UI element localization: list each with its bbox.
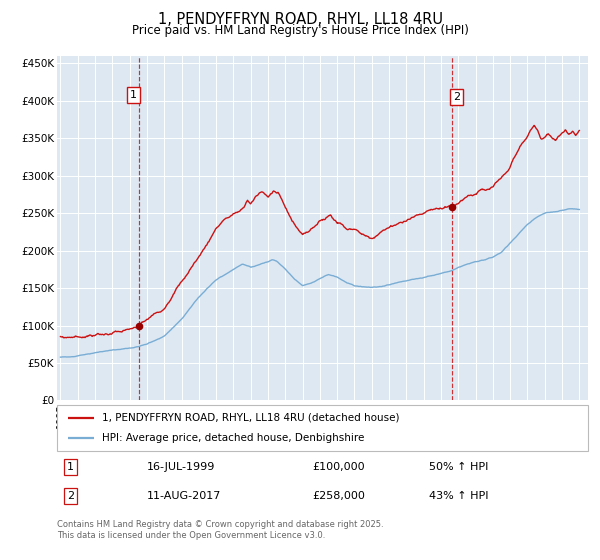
Text: 1, PENDYFFRYN ROAD, RHYL, LL18 4RU: 1, PENDYFFRYN ROAD, RHYL, LL18 4RU [157, 12, 443, 27]
Text: 2: 2 [453, 92, 460, 102]
Text: HPI: Average price, detached house, Denbighshire: HPI: Average price, detached house, Denb… [102, 433, 365, 443]
Text: 43% ↑ HPI: 43% ↑ HPI [428, 491, 488, 501]
Text: Contains HM Land Registry data © Crown copyright and database right 2025.
This d: Contains HM Land Registry data © Crown c… [57, 520, 383, 540]
Text: £100,000: £100,000 [312, 462, 365, 472]
Text: Price paid vs. HM Land Registry's House Price Index (HPI): Price paid vs. HM Land Registry's House … [131, 24, 469, 36]
Text: 16-JUL-1999: 16-JUL-1999 [147, 462, 215, 472]
Text: £258,000: £258,000 [312, 491, 365, 501]
Text: 11-AUG-2017: 11-AUG-2017 [147, 491, 221, 501]
Text: 1: 1 [67, 462, 74, 472]
Text: 50% ↑ HPI: 50% ↑ HPI [428, 462, 488, 472]
Text: 1, PENDYFFRYN ROAD, RHYL, LL18 4RU (detached house): 1, PENDYFFRYN ROAD, RHYL, LL18 4RU (deta… [102, 413, 400, 423]
FancyBboxPatch shape [57, 405, 588, 451]
Text: 1: 1 [130, 90, 137, 100]
Text: 2: 2 [67, 491, 74, 501]
